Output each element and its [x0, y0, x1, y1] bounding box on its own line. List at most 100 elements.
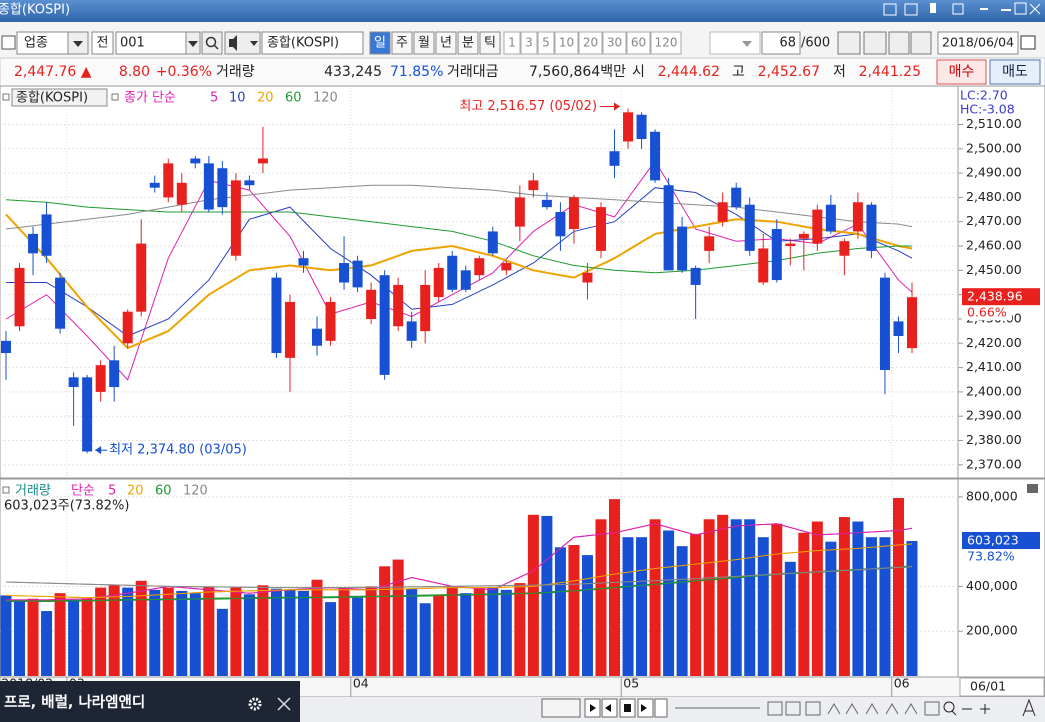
volume-bar [0, 595, 12, 676]
interval-button[interactable] [578, 31, 603, 55]
volume-bar [473, 587, 485, 676]
tool-icons[interactable] [837, 31, 932, 55]
candle-body [312, 328, 323, 346]
interval-button[interactable] [520, 31, 538, 55]
volume-bar [892, 498, 904, 676]
volume-bar [595, 519, 607, 676]
candle-body [460, 270, 471, 290]
legend-marker [111, 93, 119, 101]
period-button[interactable] [391, 31, 413, 55]
count-input[interactable] [761, 31, 801, 55]
x-tick-label: 05 [623, 676, 639, 691]
candle-body [487, 231, 498, 254]
candle-body [501, 263, 512, 271]
volume-bar [122, 587, 134, 676]
calendar-icon[interactable] [1020, 35, 1036, 50]
volume-bar [663, 530, 675, 676]
low-annotation: 최저 2,374.80 (03/05) [109, 443, 247, 458]
volume-bar [433, 595, 445, 676]
volume-bar [906, 540, 918, 676]
period-button[interactable] [435, 31, 457, 55]
volume-bar [446, 586, 458, 676]
volume-bar [284, 589, 296, 676]
volume-bar [352, 597, 364, 676]
notice-settings[interactable] [248, 697, 262, 711]
panel-icon[interactable] [1027, 484, 1038, 493]
candle-body [636, 114, 647, 140]
candle-body [771, 229, 782, 281]
volume-bar [527, 514, 539, 676]
volume-bar [230, 587, 242, 676]
candle-body [595, 207, 606, 251]
volume-bar [703, 519, 715, 676]
volume-bar [203, 586, 215, 676]
search-button[interactable] [201, 31, 223, 55]
interval-button[interactable] [503, 31, 521, 55]
candle-body [514, 197, 525, 227]
candle-body [217, 168, 228, 208]
sound-button[interactable] [224, 31, 261, 55]
buy-button[interactable] [936, 59, 987, 85]
date-input[interactable] [937, 31, 1019, 55]
x-tick-label: 06 [894, 676, 910, 691]
empty-input[interactable] [709, 31, 761, 55]
volume-bar [243, 594, 255, 676]
volume-label: 거래량 [216, 64, 255, 80]
period-button[interactable] [457, 31, 479, 55]
volume-bar [365, 586, 377, 676]
candle-body [879, 277, 890, 371]
interval-label: 120 [655, 36, 678, 50]
candle-body [230, 180, 241, 256]
candle-body [717, 202, 728, 222]
sell-button[interactable] [989, 59, 1041, 85]
interval-button[interactable] [626, 31, 651, 55]
candle-body [758, 248, 769, 283]
candle-body [447, 255, 458, 290]
interval-label: 20 [583, 36, 598, 50]
scope-button[interactable] [91, 31, 114, 55]
y-tick-label: 2,500.00 [966, 140, 1022, 155]
last-pct-bg [962, 549, 1017, 564]
candle-body [366, 289, 377, 319]
period-label: 틱 [484, 36, 496, 51]
playback-controls[interactable] [541, 698, 1036, 718]
interval-label: 60 [631, 36, 646, 50]
volume-bar [581, 555, 593, 676]
name-box [261, 31, 364, 55]
volume-bar [95, 587, 107, 676]
legend-entry: 5 [108, 484, 116, 499]
quote: 2,447.76 ▲ 8.80 +0.36% 거래량 433,245 71.85… [14, 59, 1041, 85]
toolbar-icon[interactable] [1, 35, 16, 50]
period-button[interactable] [369, 31, 391, 55]
interval-button[interactable] [554, 31, 579, 55]
candle-body [568, 197, 579, 230]
period-label: 주 [396, 36, 408, 51]
legend-title: 거래량 [15, 484, 51, 499]
interval-button[interactable] [537, 31, 555, 55]
volume-bar [852, 521, 864, 676]
period-button[interactable] [479, 31, 501, 55]
lc-label: LC:2.70 [960, 88, 1008, 103]
legend-ma-label: 종가 단순 [124, 91, 176, 106]
legend-marker [2, 486, 10, 494]
buy-label: 매수 [949, 64, 975, 80]
interval-button[interactable] [602, 31, 627, 55]
candle-body [176, 182, 187, 205]
period-button[interactable] [413, 31, 435, 55]
quote-bar [0, 57, 1045, 87]
notice-close[interactable] [277, 697, 291, 711]
candle-body [284, 301, 295, 358]
sell-label: 매도 [1002, 64, 1028, 80]
low-label: 저 [833, 64, 846, 80]
interval-button[interactable] [650, 31, 682, 55]
window-icons [883, 2, 1041, 16]
candle-body [55, 277, 66, 329]
volume-bar [149, 589, 161, 676]
candle-body [677, 226, 688, 271]
volume-bar [838, 517, 850, 676]
count: 68 [779, 36, 796, 51]
legend-entry: 60 [155, 484, 172, 499]
code: 001 [120, 36, 145, 51]
y-tick-label: 400,000 [966, 578, 1018, 593]
y-tick-label: 2,400.00 [966, 383, 1022, 398]
